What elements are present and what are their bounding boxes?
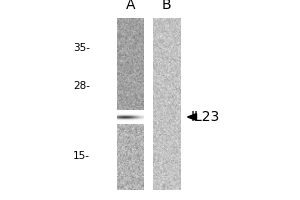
Text: IL23: IL23: [190, 110, 220, 124]
Text: 15-: 15-: [73, 151, 90, 161]
Text: 28-: 28-: [73, 81, 90, 91]
Text: A: A: [126, 0, 135, 12]
Text: 35-: 35-: [73, 43, 90, 53]
Text: B: B: [162, 0, 171, 12]
Polygon shape: [188, 114, 196, 120]
